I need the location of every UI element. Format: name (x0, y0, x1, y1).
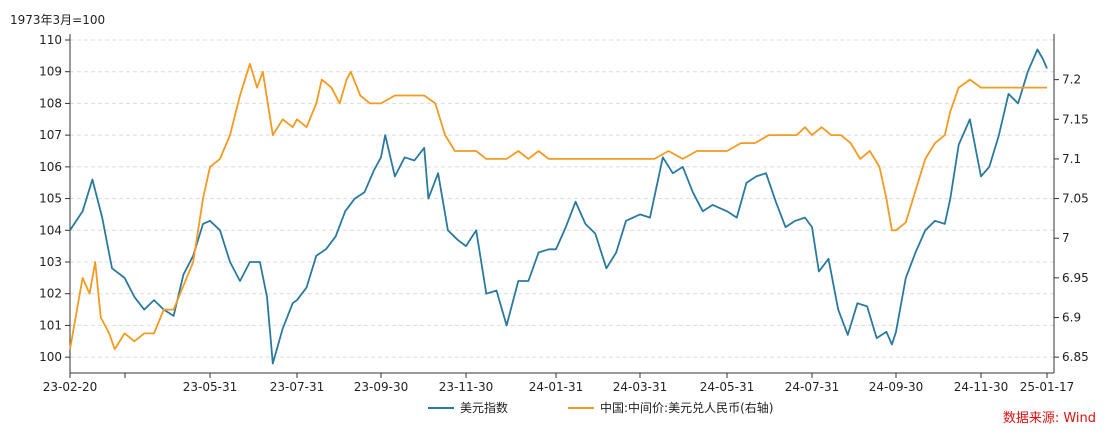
right-axis-tick-label: 7 (1062, 231, 1070, 245)
legend: 美元指数 中国:中间价:美元兑人民币(右轴) (428, 400, 773, 415)
data-source-label: 数据来源: Wind (1003, 411, 1096, 426)
legend-label: 美元指数 (460, 400, 508, 415)
x-axis-tick-label: 24-01-31 (529, 380, 583, 394)
right-axis-tick-label: 7.2 (1062, 73, 1081, 87)
left-axis-tick-label: 101 (39, 318, 62, 332)
x-axis-tick-label: 23-11-30 (439, 380, 493, 394)
left-axis-tick-label: 110 (39, 33, 62, 47)
x-axis-tick-label: 23-07-31 (270, 380, 324, 394)
x-axis-tick-label: 24-03-31 (613, 380, 667, 394)
x-axis-tick-label: 23-02-20 (43, 380, 97, 394)
right-axis-tick-label: 6.95 (1062, 271, 1089, 285)
legend-label: 中国:中间价:美元兑人民币(右轴) (600, 400, 773, 415)
x-axis-tick-label: 24-11-30 (954, 380, 1008, 394)
gridlines (70, 39, 1054, 358)
legend-item-1: 美元指数 (428, 400, 508, 415)
left-axis-tick-label: 102 (39, 287, 62, 301)
left-axis-unit-label: 1973年3月=100 (10, 13, 105, 27)
series-line-1 (69, 48, 1048, 365)
x-axis-tick-label: 24-05-31 (700, 380, 754, 394)
x-axis-tick-label: 23-05-31 (183, 380, 237, 394)
legend-item-2: 中国:中间价:美元兑人民币(右轴) (568, 400, 773, 415)
series-line-2 (69, 62, 1047, 351)
x-axis-tick-label: 25-01-17 (1020, 380, 1074, 394)
right-axis-tick-label: 7.1 (1062, 152, 1081, 166)
left-axis-tick-label: 105 (39, 192, 62, 206)
x-axis-tick-label: 24-09-30 (869, 380, 923, 394)
x-axis-tick-label: 23-09-30 (354, 380, 408, 394)
x-axis-tick-label: 24-07-31 (785, 380, 839, 394)
series-layer (69, 48, 1048, 365)
left-axis-tick-label: 103 (39, 255, 62, 269)
left-axis-tick-label: 106 (39, 160, 62, 174)
axes: 100 101 102 103 104 105 106 107 108 109 110 6.85 6.9… (39, 33, 1089, 394)
left-axis-tick-label: 108 (39, 96, 62, 110)
left-axis-tick-label: 109 (39, 65, 62, 79)
left-axis-tick-label: 104 (39, 223, 62, 237)
right-axis-tick-label: 6.85 (1062, 350, 1089, 364)
left-axis-tick-label: 107 (39, 128, 62, 142)
left-axis-tick-label: 100 (39, 350, 62, 364)
right-axis-tick-label: 6.9 (1062, 311, 1081, 325)
right-axis-tick-label: 7.15 (1062, 112, 1089, 126)
right-axis-tick-label: 7.05 (1062, 192, 1089, 206)
